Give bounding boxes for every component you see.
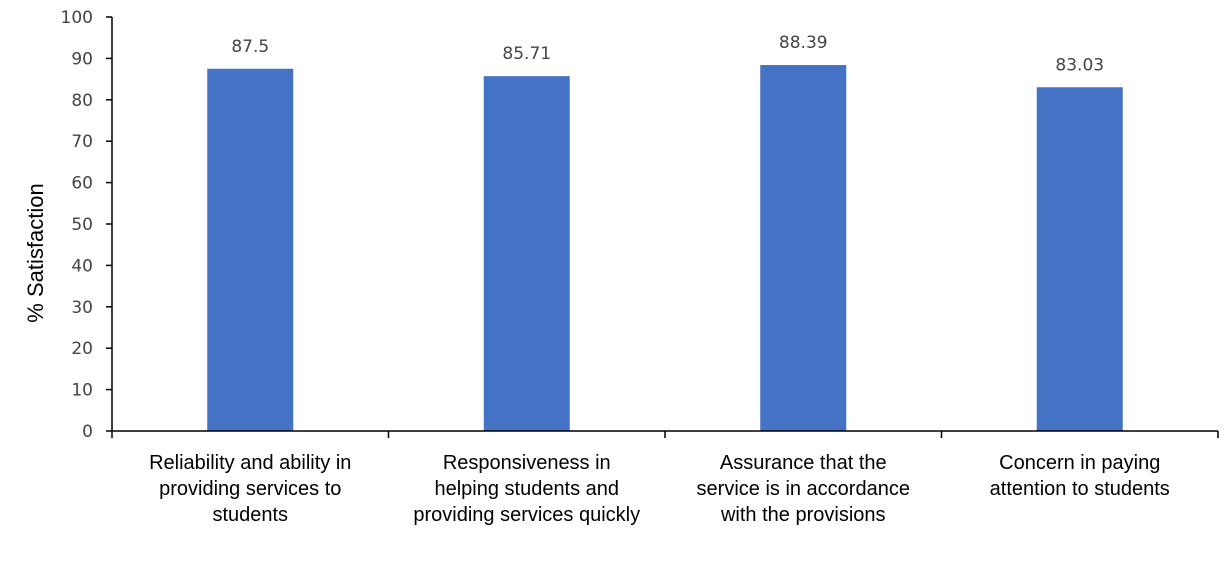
bar	[483, 76, 570, 432]
y-tick-label: 100	[61, 8, 93, 28]
data-label: 83.03	[1055, 55, 1104, 75]
data-labels: 87.5 85.71 88.39 83.03	[231, 33, 1104, 75]
x-category-label: Assurance that the service is in accorda…	[696, 452, 910, 526]
data-label: 87.5	[231, 37, 269, 57]
y-tick-label: 0	[82, 422, 93, 442]
y-tick-label: 90	[71, 49, 93, 69]
x-category-label: Concern in paying attention to students	[989, 452, 1170, 500]
y-tick-label: 20	[71, 339, 93, 359]
x-axis	[111, 430, 1219, 438]
x-category-label: Reliability and ability in providing ser…	[149, 452, 352, 526]
data-label: 88.39	[779, 33, 828, 53]
y-axis-title: % Satisfaction	[23, 183, 48, 322]
y-tick-label: 30	[71, 298, 93, 318]
x-category-label: Responsiveness in helping students and p…	[413, 452, 641, 526]
y-tick-label: 40	[71, 256, 93, 276]
bar	[760, 65, 847, 431]
data-label: 85.71	[502, 44, 551, 64]
y-axis: 0 10 20 30 40 50 60 70 80 90 100	[61, 8, 113, 442]
y-tick-label: 10	[71, 381, 93, 401]
bar	[1036, 87, 1123, 431]
bars	[207, 65, 1123, 432]
y-tick-label: 70	[71, 132, 93, 152]
bar	[207, 68, 294, 431]
y-tick-label: 60	[71, 174, 93, 194]
y-tick-label: 50	[71, 215, 93, 235]
y-tick-label: 80	[71, 91, 93, 111]
